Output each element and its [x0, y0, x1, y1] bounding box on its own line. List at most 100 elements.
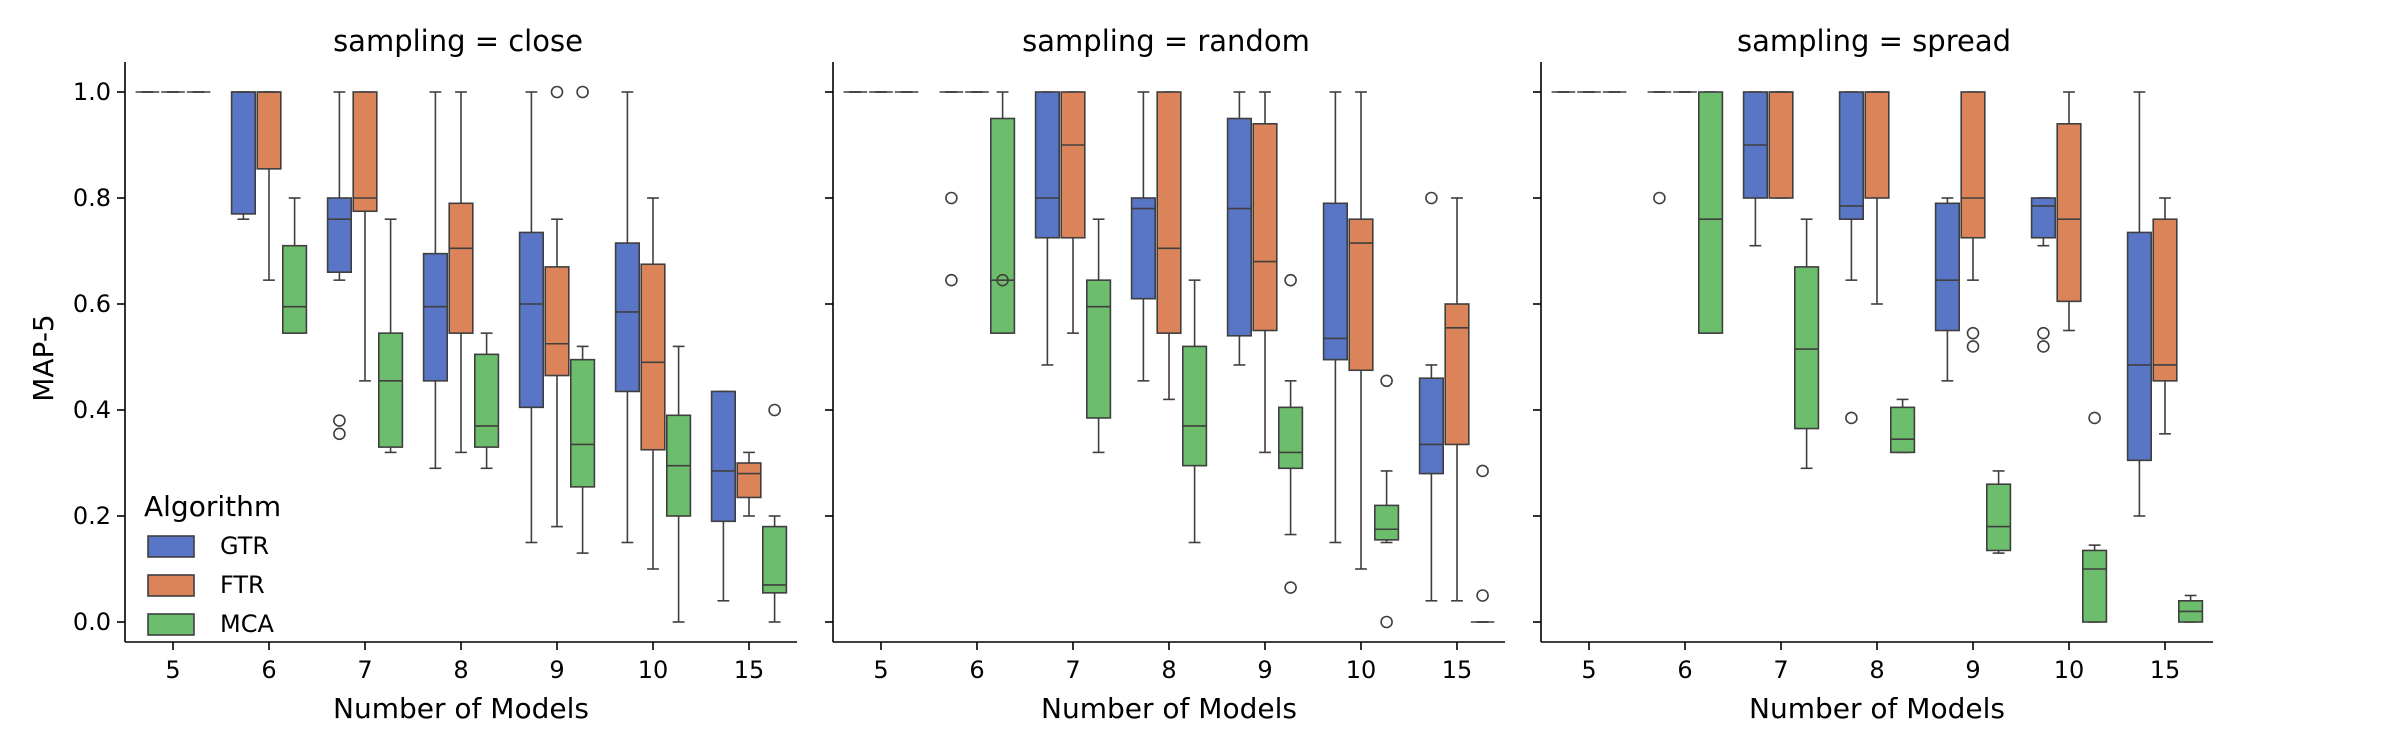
box-mca-6: [1698, 91, 1724, 334]
box-mca-9: [1986, 483, 2012, 552]
x-tick-label: 6: [1677, 656, 1692, 684]
panel-title: sampling = random: [1022, 24, 1310, 58]
x-tick-label: 9: [549, 656, 564, 684]
x-tick-label: 10: [638, 656, 669, 684]
x-axis-label: Number of Models: [1749, 692, 2005, 725]
box-ftr-9: [544, 266, 570, 377]
box-mca-10-outlier: [1380, 615, 1393, 629]
box-gtr-6-outlier: [945, 191, 958, 205]
y-tick-label: 0.8: [73, 184, 111, 212]
box-ftr-9-outlier: [1966, 326, 1980, 340]
box-ftr-6: [256, 91, 282, 170]
box-mca-9-outlier: [1284, 581, 1297, 594]
box-gtr-7: [326, 197, 353, 273]
box-gtr-8: [1838, 91, 1864, 220]
box-gtr-7-outlier: [333, 427, 346, 441]
box-mca-7: [1794, 266, 1820, 430]
box-ftr-7: [352, 91, 378, 213]
box-mca-7: [1086, 279, 1112, 419]
box-gtr-15: [2126, 231, 2153, 462]
x-tick-label: 7: [1773, 656, 1788, 684]
x-tick-label: 15: [2150, 656, 2181, 684]
box-mca-9-outlier: [1284, 273, 1297, 287]
panel-sampling-random: sampling = random 5 6 7 8 9 10 15 Number of Mod…: [825, 24, 1505, 725]
x-tick-label: 10: [1346, 656, 1377, 684]
box-gtr-10-outlier: [2037, 340, 2050, 353]
x-tick-label: 6: [969, 656, 984, 684]
box-gtr-6: [230, 91, 257, 215]
box-gtr-10-outlier: [2037, 326, 2050, 340]
box-gtr-9: [518, 231, 544, 409]
box-gtr-15-outlier: [1425, 191, 1438, 205]
box-mca-10-outlier: [1380, 374, 1393, 388]
box-ftr-7: [1768, 91, 1794, 199]
x-tick-label: 7: [1065, 656, 1080, 684]
box-mca-15-outlier: [1476, 464, 1489, 478]
box-ftr-15: [736, 462, 762, 499]
x-tick-label: 5: [873, 656, 888, 684]
box-ftr-7: [1060, 91, 1086, 239]
x-tick-label: 5: [1581, 656, 1596, 684]
x-tick-label: 8: [1869, 656, 1884, 684]
box-gtr-7: [1034, 91, 1060, 239]
box-ftr-8: [448, 202, 474, 334]
y-tick-label: 0.6: [73, 290, 111, 318]
panel-sampling-close: sampling = close 0.0 0.2 0.4 0.6 0.8 1.0 5 6 7 8 9…: [73, 24, 797, 725]
box-gtr-6-outlier: [1653, 191, 1666, 205]
box-mca-15-outlier: [768, 403, 781, 417]
legend-swatch-gtr: [147, 535, 195, 558]
panel-sampling-spread: sampling = spread 5 6 7 8 9 10 15 Number of Mod…: [1533, 24, 2213, 725]
y-axis-label: MAP-5: [27, 314, 60, 402]
box-mca-8: [473, 353, 500, 448]
x-tick-label: 8: [453, 656, 468, 684]
box-mca-15-outlier: [1476, 589, 1489, 602]
box-mca-6: [281, 244, 308, 334]
box-mca-8: [1890, 406, 1916, 454]
box-mca-6: [989, 117, 1016, 334]
box-mca-6-outlier: [996, 273, 1009, 287]
box-mca-15: [761, 525, 788, 594]
x-axis-label: Number of Models: [1041, 692, 1297, 725]
box-mca-9: [1278, 406, 1304, 470]
box-gtr-8-outlier: [1845, 411, 1858, 425]
x-tick-label: 8: [1161, 656, 1176, 684]
x-tick-label: 15: [734, 656, 765, 684]
legend-label-mca: MCA: [220, 610, 274, 638]
y-tick-label: 0.4: [73, 396, 111, 424]
x-tick-label: 15: [1442, 656, 1473, 684]
box-ftr-10: [640, 263, 666, 451]
box-mca-10-outlier: [2088, 411, 2101, 425]
box-mca-7: [377, 332, 404, 448]
legend-title: Algorithm: [144, 490, 281, 523]
box-ftr-15: [2152, 218, 2178, 382]
box-ftr-9-outlier: [550, 85, 564, 99]
box-ftr-9: [1252, 123, 1278, 332]
x-tick-label: 9: [1257, 656, 1272, 684]
x-tick-label: 5: [165, 656, 180, 684]
legend-swatch-mca: [147, 613, 195, 636]
legend: Algorithm GTR FTR MCA: [144, 490, 281, 638]
legend-swatch-ftr: [147, 574, 195, 597]
box-gtr-9: [1226, 117, 1252, 337]
box-mca-10: [2082, 549, 2108, 623]
box-mca-9: [569, 358, 596, 488]
panel-title: sampling = spread: [1737, 24, 2011, 58]
box-ftr-10: [1348, 218, 1374, 372]
box-mca-10: [1374, 504, 1400, 541]
box-mca-9-outlier: [576, 85, 589, 99]
box-ftr-9: [1960, 91, 1986, 239]
box-ftr-15: [1444, 303, 1470, 446]
box-gtr-10: [614, 242, 640, 393]
box-gtr-8: [422, 252, 449, 382]
box-mca-8: [1182, 345, 1208, 467]
y-tick-label: 0.2: [73, 502, 111, 530]
x-tick-label: 7: [357, 656, 372, 684]
box-gtr-10: [1322, 202, 1348, 361]
x-axis-label: Number of Models: [333, 692, 589, 725]
y-tick-label: 1.0: [73, 78, 111, 106]
x-tick-label: 6: [261, 656, 276, 684]
legend-label-gtr: GTR: [220, 532, 269, 560]
box-gtr-15: [1418, 377, 1444, 475]
x-tick-label: 10: [2054, 656, 2085, 684]
